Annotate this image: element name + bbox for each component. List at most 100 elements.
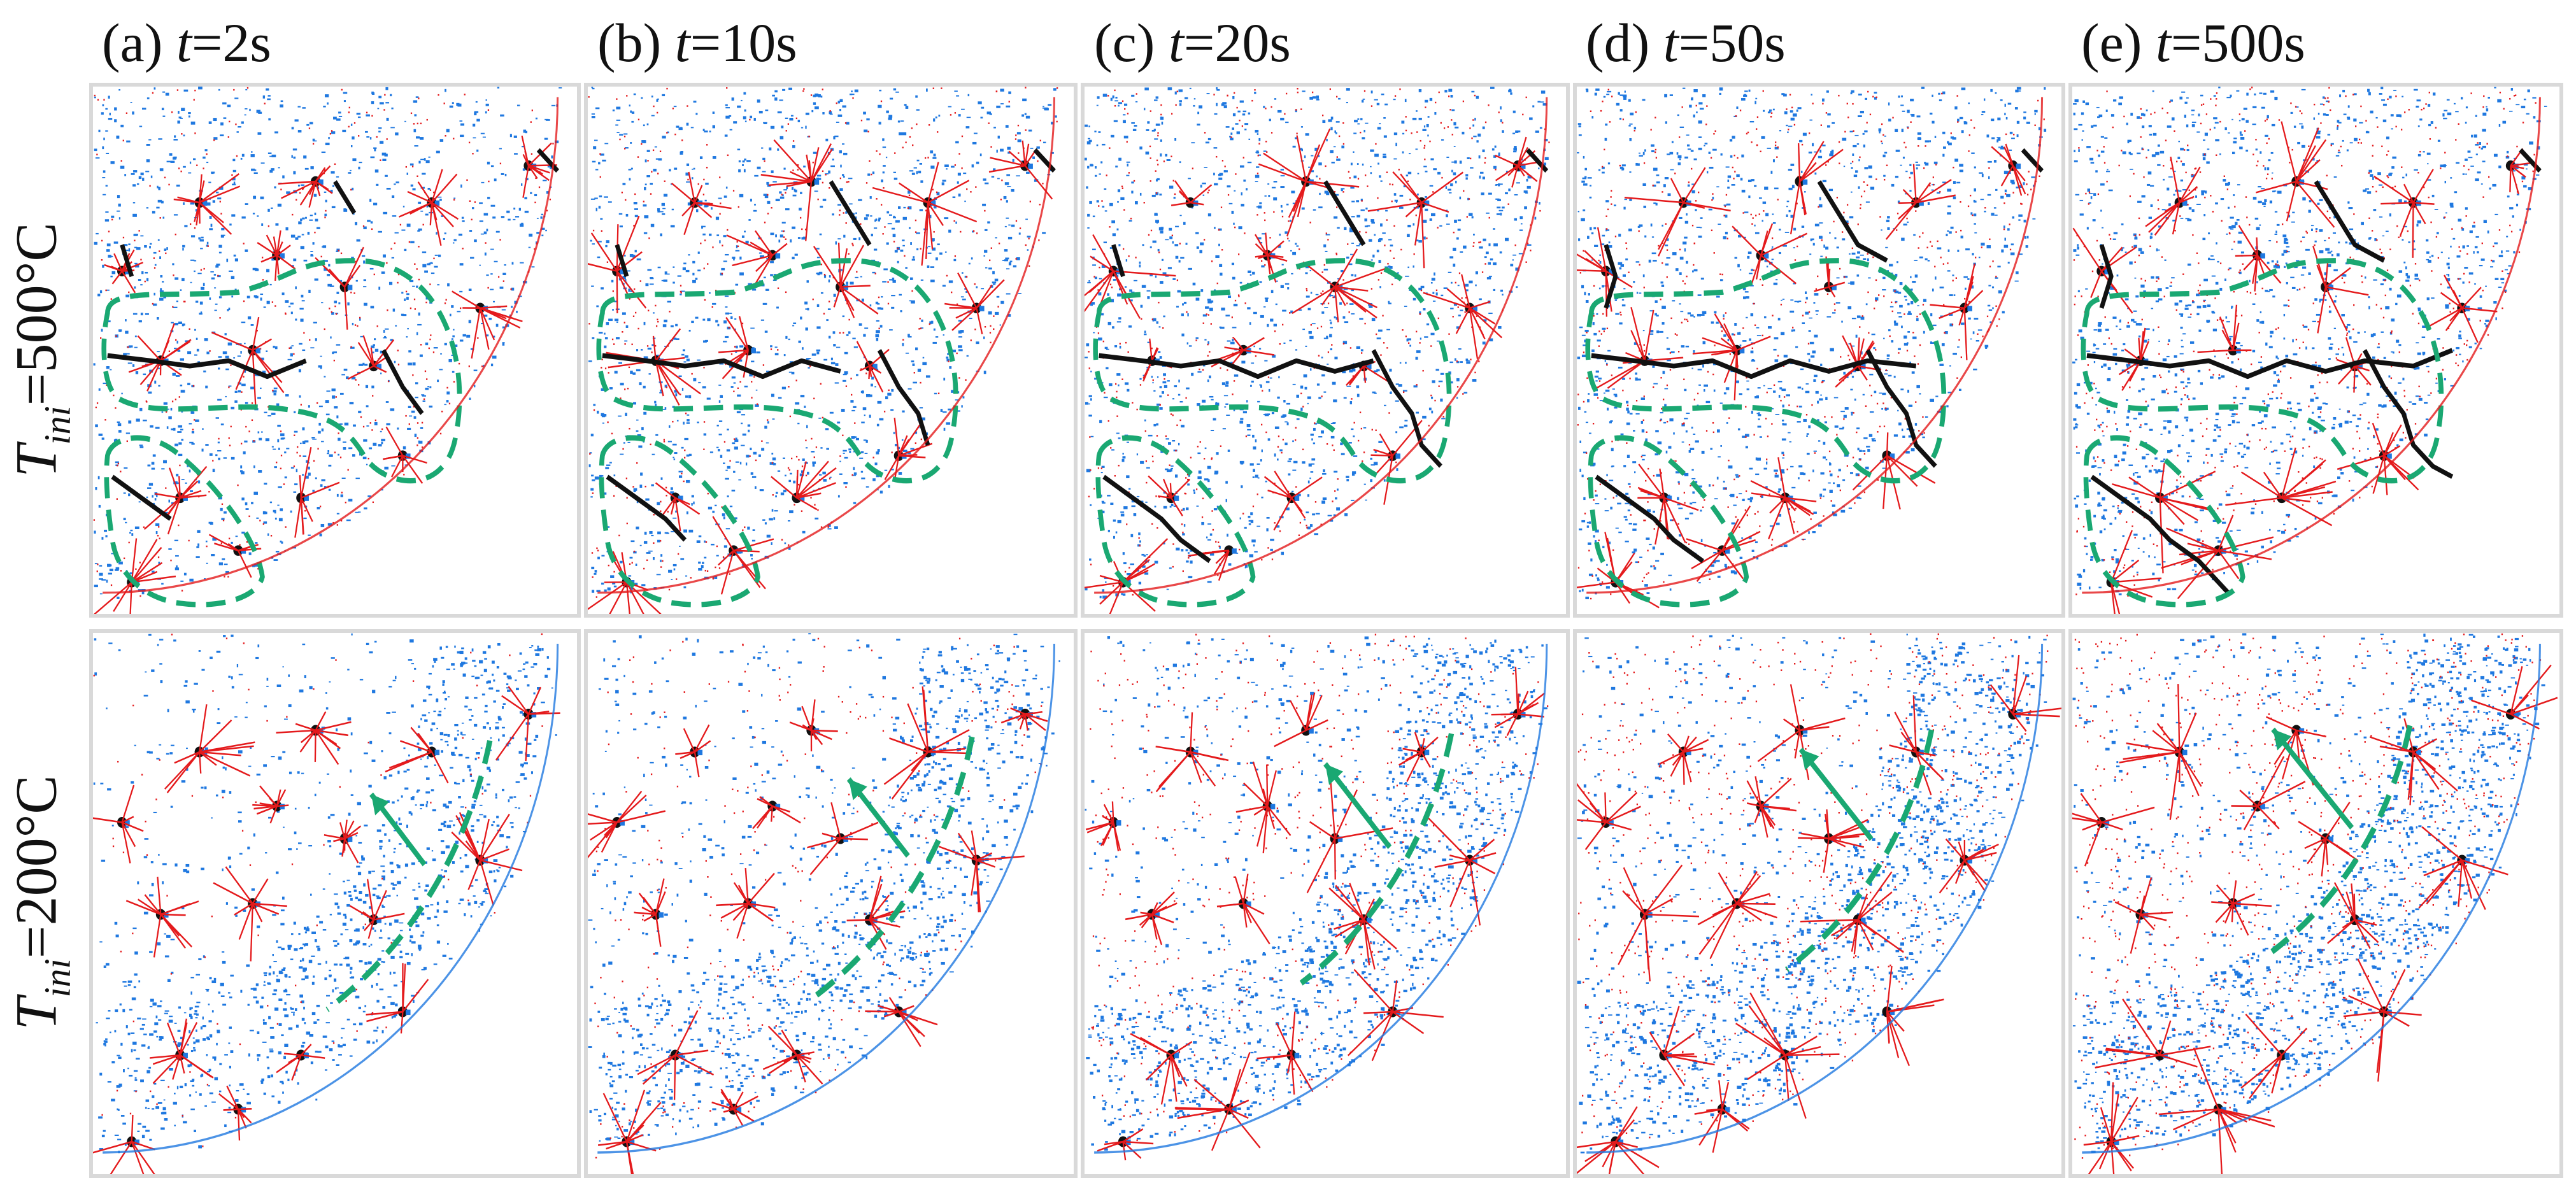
- column-title-value: =50s: [1678, 12, 1786, 73]
- column-title-tag: (a): [102, 12, 176, 73]
- macro-crack: [333, 180, 357, 215]
- row-label-text: Tini=200°C: [3, 775, 78, 1030]
- simulation-panel: [2068, 83, 2563, 618]
- highlight-loop: [1095, 435, 1256, 607]
- domain-boundary: [1586, 643, 2044, 1154]
- macro-crack: [606, 474, 687, 542]
- macro-crack: [1323, 180, 1366, 246]
- column-title-value: =10s: [690, 12, 797, 73]
- crack-field-plot: [588, 633, 1060, 1174]
- highlight-arc: [325, 740, 493, 1012]
- row-label-500: Tini=500°C: [0, 82, 83, 618]
- column-title-var: t: [1168, 12, 1184, 73]
- column-title-var: t: [176, 12, 192, 73]
- crack-clusters: [2072, 121, 2531, 614]
- macro-crack: [2090, 474, 2230, 595]
- column-title-tag: (e): [2081, 12, 2156, 73]
- crack-field-plot: [1577, 87, 2047, 609]
- column-title-e: (e) t=500s: [2081, 5, 2305, 80]
- simulation-panel: [89, 83, 581, 618]
- highlight-arc: [2270, 725, 2413, 954]
- crack-clusters: [1577, 141, 2026, 609]
- row-label-sub: ini: [36, 405, 78, 445]
- crack-field-plot: [588, 87, 1058, 614]
- macro-crack: [2086, 348, 2453, 380]
- crack-clusters: [588, 139, 1053, 614]
- tensile-speckle: [93, 87, 554, 597]
- column-title-value: =20s: [1183, 12, 1291, 73]
- highlight-loop: [596, 258, 958, 484]
- highlight-arc: [813, 736, 975, 1000]
- highlight-arc: [1299, 733, 1455, 986]
- compressive-speckle: [93, 633, 557, 1154]
- macro-crack: [829, 180, 872, 246]
- column-title-tag: (d): [1586, 12, 1663, 73]
- crack-field-plot: [93, 633, 560, 1174]
- macro-crack: [1604, 244, 1618, 309]
- compressive-speckle: [93, 87, 562, 599]
- crack-clusters: [93, 686, 560, 1174]
- domain-boundary: [597, 643, 1056, 1154]
- domain-boundary: [2082, 97, 2541, 594]
- arrow-head: [2273, 729, 2292, 751]
- arrow-head: [848, 779, 867, 800]
- crack-field-plot: [1577, 633, 2061, 1174]
- tensile-speckle: [93, 633, 543, 1147]
- arrow-icon: [1798, 747, 1874, 841]
- crack-clusters: [588, 686, 1048, 1174]
- macro-crack: [1591, 353, 1917, 380]
- macro-crack: [2021, 148, 2044, 173]
- crack-clusters: [2072, 664, 2558, 1174]
- compressive-speckle: [1085, 87, 1549, 599]
- compressive-speckle: [1577, 634, 2047, 1154]
- column-title-var: t: [674, 12, 690, 73]
- macro-crack: [2363, 349, 2454, 479]
- column-title-value: =2s: [191, 12, 271, 73]
- arrow-head: [1325, 763, 1343, 785]
- tensile-speckle: [1577, 633, 2049, 1139]
- macro-crack: [111, 474, 172, 522]
- tensile-speckle: [588, 87, 1058, 598]
- simulation-panel: [1081, 629, 1570, 1178]
- arrow-icon: [2271, 727, 2354, 830]
- arrow-head: [371, 794, 390, 816]
- crack-field-plot: [1085, 87, 1550, 614]
- crack-field-plot: [2072, 87, 2547, 614]
- compressive-speckle: [2072, 633, 2545, 1153]
- row-label-var: T: [3, 997, 69, 1030]
- highlight-loop: [599, 435, 760, 607]
- macro-crack: [615, 244, 629, 278]
- domain-boundary: [1094, 97, 1548, 594]
- macro-crack: [1371, 349, 1442, 468]
- macro-crack: [1817, 180, 1888, 263]
- domain-boundary: [103, 643, 559, 1154]
- highlight-loop: [1093, 258, 1452, 484]
- crack-field-plot: [2072, 633, 2558, 1174]
- column-title-tag: (c): [1094, 12, 1169, 73]
- macro-crack: [1102, 474, 1211, 564]
- simulation-panel: [89, 629, 581, 1178]
- crack-field-plot: [1085, 634, 1549, 1161]
- domain-boundary: [103, 97, 559, 594]
- macro-crack: [120, 244, 134, 278]
- compressive-speckle: [588, 633, 1060, 1142]
- row-label-var: T: [3, 444, 69, 478]
- highlight-arc: [1785, 729, 1935, 972]
- crack-clusters: [1577, 655, 2061, 1174]
- macro-crack: [107, 353, 307, 380]
- row-label-200: Tini=200°C: [0, 627, 83, 1178]
- column-title-value: =500s: [2170, 12, 2305, 73]
- macro-crack: [1111, 244, 1125, 278]
- macro-crack: [2099, 244, 2114, 309]
- macro-crack: [877, 349, 930, 446]
- column-title-a: (a) t=2s: [102, 5, 271, 80]
- macro-crack: [536, 148, 560, 173]
- crack-clusters: [1085, 667, 1546, 1161]
- highlight-loop: [101, 258, 462, 484]
- simulation-panel: [584, 83, 1078, 618]
- crack-field-plot: [93, 87, 562, 614]
- column-title-b: (b) t=10s: [597, 5, 797, 80]
- macro-crack: [1033, 148, 1056, 173]
- simulation-panel: [1573, 83, 2065, 618]
- macro-crack: [602, 353, 841, 380]
